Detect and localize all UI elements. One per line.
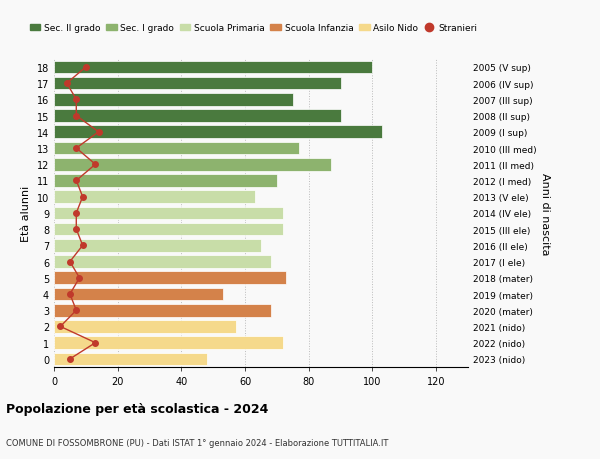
Bar — [54, 191, 254, 203]
Bar — [54, 142, 299, 155]
Bar — [54, 288, 223, 301]
Bar — [54, 78, 341, 90]
Bar — [54, 336, 283, 349]
Bar — [54, 256, 271, 269]
Y-axis label: Anni di nascita: Anni di nascita — [541, 172, 550, 255]
Bar — [54, 62, 373, 74]
Bar — [54, 272, 286, 285]
Bar — [54, 304, 271, 317]
Text: COMUNE DI FOSSOMBRONE (PU) - Dati ISTAT 1° gennaio 2024 - Elaborazione TUTTITALI: COMUNE DI FOSSOMBRONE (PU) - Dati ISTAT … — [6, 438, 388, 448]
Bar — [54, 126, 382, 139]
Y-axis label: Età alunni: Età alunni — [21, 185, 31, 241]
Bar — [54, 175, 277, 187]
Bar — [54, 240, 261, 252]
Bar — [54, 353, 207, 365]
Bar — [54, 158, 331, 171]
Bar — [54, 320, 236, 333]
Text: Popolazione per età scolastica - 2024: Popolazione per età scolastica - 2024 — [6, 403, 268, 415]
Bar — [54, 110, 341, 123]
Bar — [54, 224, 283, 236]
Bar — [54, 207, 283, 220]
Bar — [54, 94, 293, 106]
Legend: Sec. II grado, Sec. I grado, Scuola Primaria, Scuola Infanzia, Asilo Nido, Stran: Sec. II grado, Sec. I grado, Scuola Prim… — [29, 24, 477, 33]
